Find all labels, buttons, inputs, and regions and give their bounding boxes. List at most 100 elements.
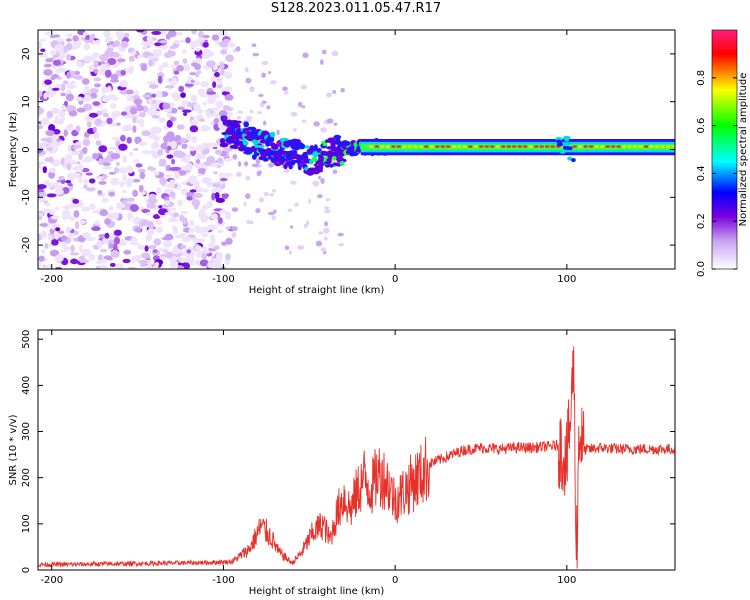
noise-speckle [58, 175, 65, 181]
noise-speckle [201, 177, 211, 184]
noise-speckle [177, 265, 184, 269]
noise-speckle [89, 88, 99, 94]
noise-speckle [324, 206, 330, 210]
carrier-peak [391, 145, 396, 148]
noise-speckle [122, 199, 128, 205]
noise-speckle [122, 241, 127, 246]
noise-speckle [169, 116, 176, 122]
noise-speckle [71, 159, 76, 163]
snr-y-tick-label: 0 [21, 567, 32, 573]
noise-speckle [76, 161, 81, 165]
noise-speckle [78, 244, 83, 253]
noise-speckle [249, 109, 254, 114]
noise-speckle [147, 228, 155, 236]
noise-speckle [179, 39, 186, 43]
noise-speckle [104, 69, 112, 78]
noise-speckle [158, 117, 166, 123]
noise-speckle [111, 212, 118, 220]
noise-speckle [54, 254, 64, 263]
noise-speckle [146, 81, 156, 85]
noise-speckle [44, 243, 49, 249]
colorbar: 0.0 0.2 0.4 0.6 0.8 Normalized spectral ampli… [696, 29, 749, 277]
noise-speckle [210, 76, 217, 82]
noise-speckle [201, 232, 209, 238]
noise-speckle [165, 251, 174, 259]
noise-speckle [164, 174, 173, 178]
colorbar-tick-label: 0.6 [696, 118, 707, 134]
noise-speckle [261, 72, 267, 78]
snr-x-tick-label: 0 [392, 575, 398, 586]
noise-speckle [46, 193, 57, 198]
noise-speckle [194, 245, 202, 251]
noise-speckle [41, 197, 47, 203]
noise-speckle [191, 136, 198, 144]
signal-blob [555, 136, 563, 141]
snr-frame [37, 329, 676, 571]
noise-speckle [84, 85, 90, 94]
noise-speckle [111, 51, 120, 58]
noise-speckle [197, 168, 207, 172]
noise-speckle [218, 110, 228, 118]
noise-speckle [283, 91, 289, 95]
carrier-peak [666, 145, 671, 148]
noise-speckle [213, 171, 218, 175]
noise-speckle [315, 183, 319, 187]
noise-speckle [38, 213, 43, 217]
signal-blob [269, 131, 276, 138]
noise-speckle [268, 193, 275, 197]
noise-speckle [96, 239, 103, 248]
noise-speckle [189, 178, 197, 185]
signal-blob [337, 158, 347, 163]
noise-speckle [123, 32, 130, 38]
noise-speckle [221, 194, 229, 200]
noise-speckle [326, 92, 333, 98]
noise-speckle [245, 193, 251, 199]
noise-speckle [231, 226, 238, 232]
noise-speckle [40, 48, 46, 53]
noise-speckle [128, 55, 135, 62]
noise-speckle [142, 94, 151, 98]
noise-speckle [140, 219, 150, 226]
noise-speckle [236, 116, 242, 120]
noise-speckle [82, 139, 91, 147]
noise-speckle [178, 85, 185, 93]
noise-speckle [243, 201, 247, 207]
noise-speckle [38, 90, 43, 98]
noise-speckle [249, 220, 254, 225]
noise-speckle [189, 40, 197, 49]
noise-speckle [122, 155, 127, 163]
noise-speckle [202, 246, 208, 254]
carrier-peak [638, 145, 643, 148]
snr-y-tick-label: 100 [21, 514, 32, 533]
noise-speckle [155, 220, 163, 225]
noise-speckle [243, 161, 249, 167]
noise-speckle [308, 198, 312, 205]
carrier-peak [479, 145, 484, 148]
noise-speckle [95, 140, 102, 146]
noise-speckle [269, 80, 277, 85]
carrier-peak [490, 145, 495, 148]
noise-speckle [224, 211, 232, 220]
noise-speckle [69, 216, 76, 222]
noise-speckle [137, 244, 145, 251]
carrier-peak [622, 145, 627, 148]
noise-speckle [255, 208, 261, 214]
noise-speckle [66, 53, 71, 61]
carrier-peak [369, 145, 374, 148]
noise-speckle [146, 203, 156, 209]
noise-speckle [39, 54, 48, 58]
noise-speckle [132, 216, 141, 225]
noise-speckle [205, 110, 211, 118]
noise-speckle [106, 86, 112, 93]
noise-speckle [40, 161, 46, 165]
noise-speckle [52, 129, 61, 135]
noise-speckle [56, 38, 64, 43]
noise-speckle [42, 208, 52, 214]
noise-speckle [251, 43, 257, 48]
noise-speckle [154, 42, 162, 47]
noise-speckle [40, 137, 51, 142]
noise-speckle [132, 179, 141, 183]
noise-speckle [82, 78, 90, 85]
noise-speckle [101, 197, 109, 203]
carrier-peak [385, 145, 390, 148]
